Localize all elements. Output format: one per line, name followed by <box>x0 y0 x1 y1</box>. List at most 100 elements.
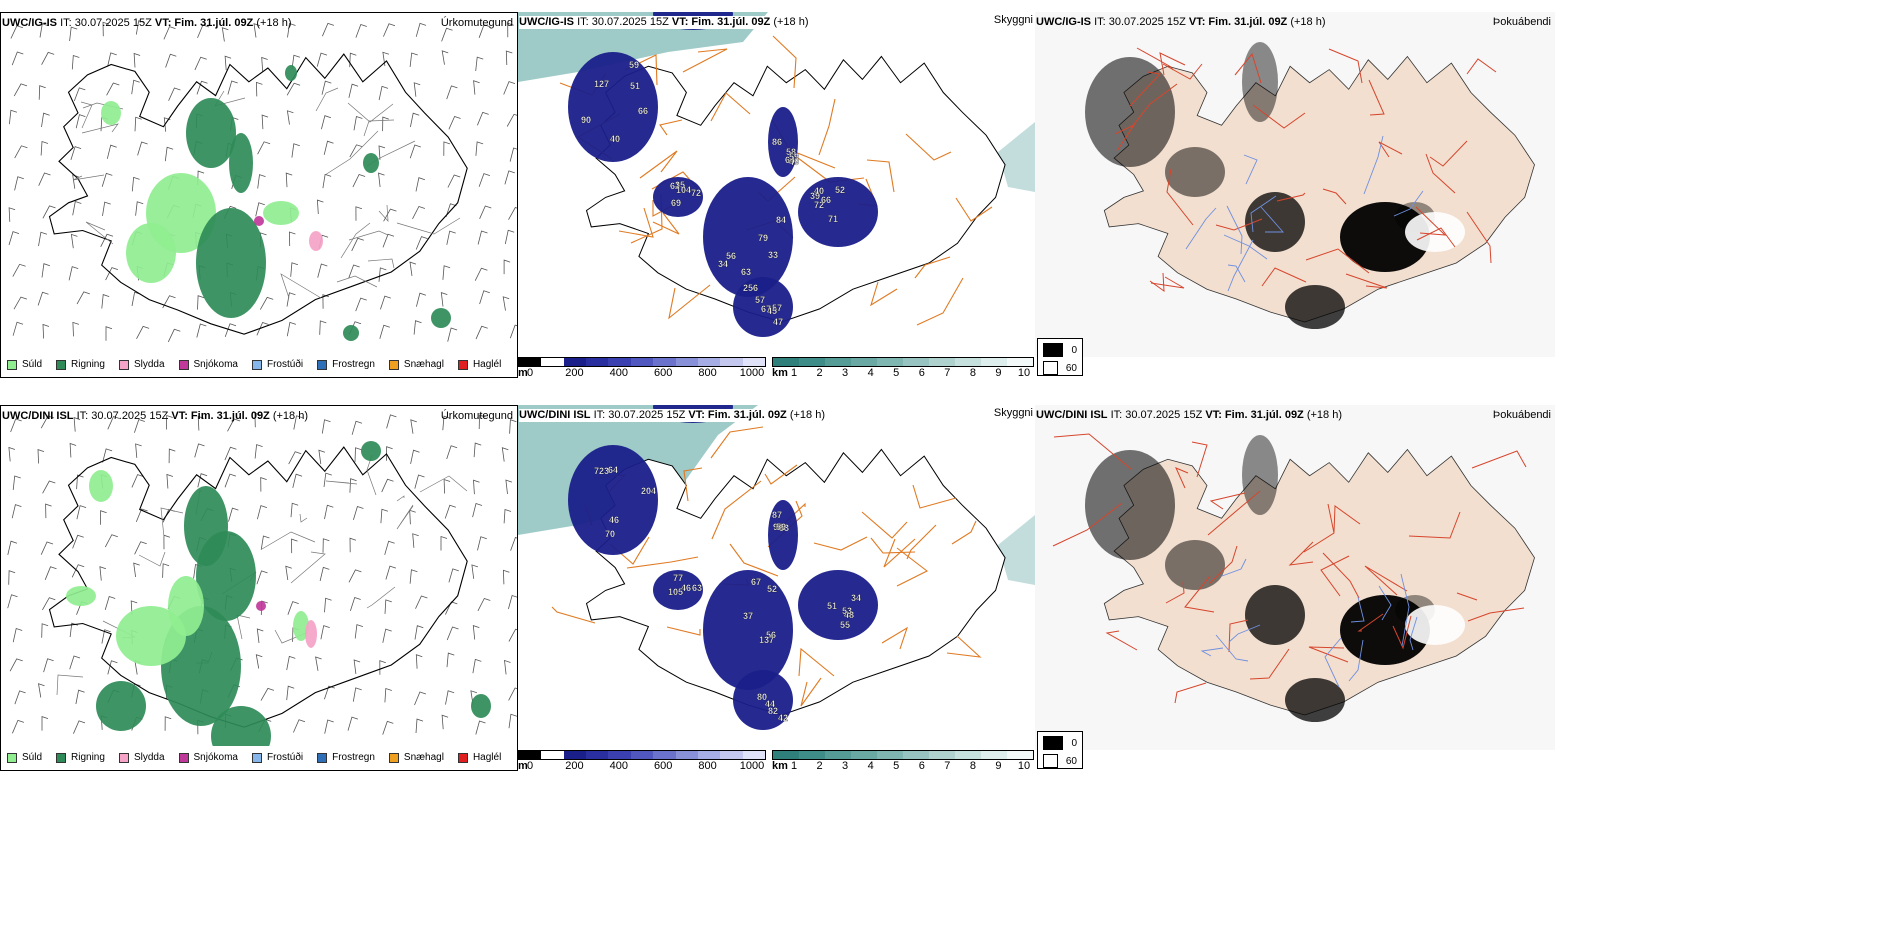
low-visibility-area <box>518 12 768 82</box>
vis-ticks: 1 2 3 4 5 6 7 8 9 10 <box>791 760 1030 774</box>
low-visibility-area <box>998 122 1035 192</box>
road-network <box>551 426 982 707</box>
road <box>1249 648 1290 680</box>
colorbar-tick: 0 <box>526 367 534 379</box>
river <box>1243 154 1258 185</box>
legend-label: Frostúði <box>266 359 304 370</box>
road <box>955 197 993 222</box>
wind-barb <box>254 412 262 428</box>
road <box>1471 450 1527 469</box>
wind-barb <box>382 51 390 67</box>
wind-barb <box>415 654 423 669</box>
river <box>1228 624 1261 643</box>
wind-barb <box>348 83 359 98</box>
legend-label: Snæhagl <box>403 752 444 763</box>
colorbar-segment <box>608 358 631 366</box>
fog-indicator-field <box>1085 435 1465 722</box>
wind-barb <box>255 654 263 669</box>
wind-barb <box>41 263 51 278</box>
colorbar-tick: 1 <box>790 367 798 379</box>
road <box>1357 613 1384 632</box>
road <box>236 614 251 640</box>
wind-barb <box>224 55 232 71</box>
legend-swatch <box>118 752 129 763</box>
precip-area-Rigning <box>196 531 256 621</box>
wind-barb <box>72 200 82 216</box>
wind-barb <box>76 474 84 490</box>
wind-barb <box>441 714 449 730</box>
wind-barb <box>42 323 50 339</box>
wind-barb <box>321 419 331 434</box>
field-name: Úrkomutegund <box>440 410 513 422</box>
wind-barb <box>322 173 332 189</box>
road <box>1415 206 1447 236</box>
wind-barb <box>349 478 357 493</box>
road <box>80 101 93 129</box>
wind-barb <box>71 564 85 578</box>
road <box>1333 505 1361 533</box>
wind-barb <box>286 82 301 96</box>
precip-area-Rigning <box>96 681 146 731</box>
wind-barb <box>324 597 332 613</box>
colorbar-tick: 10 <box>1017 367 1031 379</box>
colorbar-segment <box>877 358 903 366</box>
colorbar-segment <box>630 751 654 759</box>
wind-barb <box>477 536 487 551</box>
wind-barb <box>8 570 16 585</box>
legend-swatch <box>251 359 262 370</box>
road <box>666 626 701 636</box>
cloud-unit: m <box>518 367 528 379</box>
wind-barb <box>386 414 397 429</box>
wind-barb <box>104 595 116 611</box>
wind-barb <box>378 145 386 160</box>
precip-area-Rigning <box>285 65 297 81</box>
colorbar-segment <box>519 358 542 366</box>
legend-label: Rigning <box>71 359 105 370</box>
legend-swatch <box>7 752 17 763</box>
colorbar-segment <box>675 751 698 759</box>
wind-barb <box>105 326 113 341</box>
legend-label: Haglél <box>472 752 502 763</box>
road <box>138 551 166 567</box>
legend-label: Súld <box>22 359 43 370</box>
wind-barb <box>105 267 119 281</box>
colorbar-segment <box>903 751 929 759</box>
colorbar-segment <box>851 358 877 366</box>
road <box>883 538 916 568</box>
wind-barb <box>504 229 515 245</box>
wind-barb <box>355 297 367 312</box>
road <box>72 174 105 181</box>
wind-barb <box>348 569 362 583</box>
colorbar-tick: 8 <box>969 760 976 772</box>
cloud-map-top: 1271416372574969905556526786624051847125… <box>518 12 1035 337</box>
colorbar-segment <box>981 751 1007 759</box>
road <box>866 159 895 193</box>
road <box>764 464 798 485</box>
wind-barb <box>324 685 335 700</box>
precip-area-Rigning <box>431 308 451 328</box>
legend-item: Súld <box>7 752 42 763</box>
wind-barb <box>479 290 490 305</box>
fog-map-bottom <box>1035 405 1555 750</box>
wind-barb <box>383 23 396 37</box>
precip-area-Súld <box>293 611 309 641</box>
colorbar-tick: 1000 <box>739 367 765 379</box>
low-cloud-area <box>798 570 878 640</box>
cloud-base-value: 80 <box>757 692 767 702</box>
wind-barb <box>349 537 357 553</box>
wind-barb <box>352 687 362 702</box>
river <box>1350 596 1365 623</box>
colorbar-tick: 2 <box>816 367 823 379</box>
wind-barb <box>72 174 79 189</box>
road <box>325 480 358 485</box>
cloud-base-value: 53 <box>842 606 852 616</box>
wind-barb <box>315 656 322 671</box>
wind-barb <box>410 449 420 464</box>
wind-barb <box>11 51 24 66</box>
legend-label: Slydda <box>133 359 165 370</box>
wind-barb <box>446 230 456 245</box>
cloud-panel-bottom: 2041656755428777647056518298637039337484… <box>518 405 1035 774</box>
wind-barb <box>131 79 140 95</box>
colorbar-segment <box>825 358 851 366</box>
wind-barb <box>37 449 45 464</box>
